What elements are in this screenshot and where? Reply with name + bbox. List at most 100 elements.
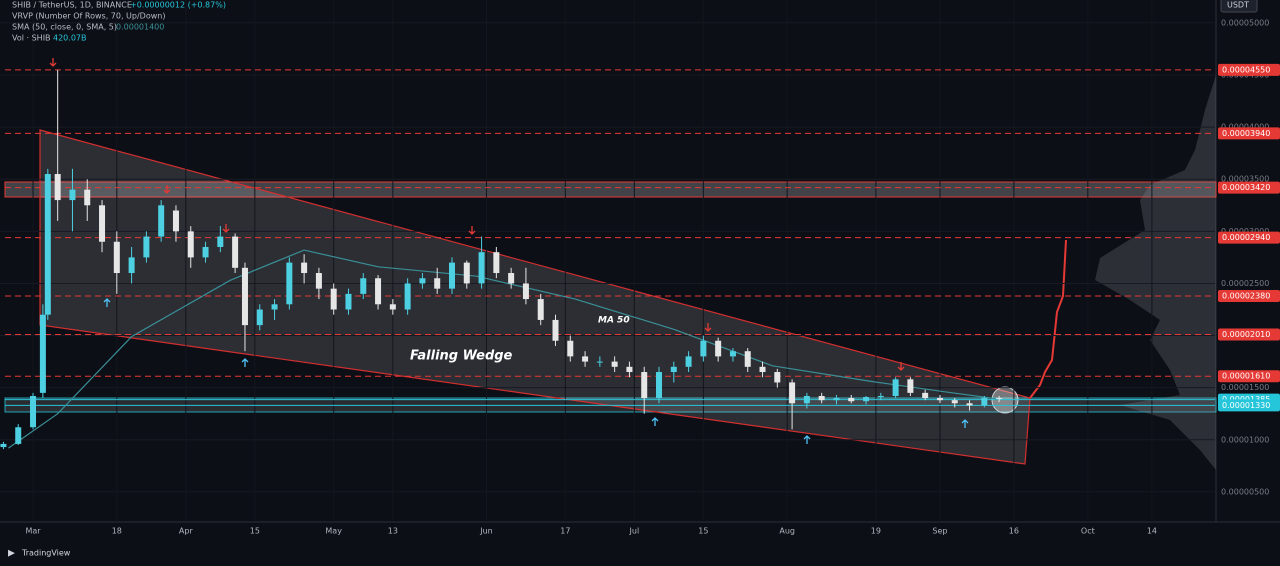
x-tick-label: 15 bbox=[698, 527, 708, 536]
level-line-label: 0.00003940 bbox=[1222, 129, 1270, 138]
candle-body bbox=[877, 395, 884, 398]
candle-body bbox=[202, 246, 209, 258]
candle-body bbox=[404, 283, 411, 310]
candle-body bbox=[774, 372, 781, 383]
candle-body bbox=[232, 236, 239, 268]
candle-body bbox=[30, 395, 37, 428]
falling-wedge bbox=[39, 129, 1031, 465]
candle-body bbox=[128, 257, 135, 274]
candle-body bbox=[922, 392, 929, 399]
candle-body bbox=[744, 351, 751, 367]
arrow-down bbox=[49, 58, 57, 67]
candle-body bbox=[789, 382, 796, 404]
candle-body bbox=[478, 252, 485, 284]
candle-body bbox=[39, 314, 46, 393]
sma: SMA (50, close, 0, SMA, 5) bbox=[12, 23, 117, 32]
candle-body bbox=[187, 231, 194, 258]
x-tick-label: 15 bbox=[250, 527, 260, 536]
candle-body bbox=[44, 174, 51, 315]
level-line-label: 0.00001610 bbox=[1222, 372, 1270, 381]
candle-body bbox=[217, 236, 224, 247]
candle-body bbox=[375, 278, 382, 305]
x-tick-label: Mar bbox=[25, 527, 41, 536]
candle-body bbox=[143, 236, 150, 258]
candle-body bbox=[863, 397, 870, 402]
candle-body bbox=[892, 379, 899, 396]
projection-path bbox=[1029, 239, 1067, 399]
volume-profile bbox=[1095, 75, 1216, 470]
y-tick-label: 0.00003000 bbox=[1221, 227, 1269, 236]
plot bbox=[0, 22, 1215, 493]
currency: USDT bbox=[1227, 1, 1249, 10]
x-tick-label: Jul bbox=[629, 527, 640, 536]
level-line-label-box bbox=[1218, 231, 1280, 244]
candle-body bbox=[463, 262, 470, 284]
x-tick-label: Jun bbox=[479, 527, 493, 536]
x-tick-label: Apr bbox=[179, 527, 194, 536]
y-tick-label: 0.00001000 bbox=[1221, 435, 1269, 444]
x-tick-label: 17 bbox=[560, 527, 570, 536]
candle-body bbox=[99, 205, 106, 242]
candle-body bbox=[172, 210, 179, 232]
candle-body bbox=[508, 273, 515, 284]
candle-body bbox=[360, 278, 367, 294]
candle-body bbox=[345, 293, 352, 310]
candle-body bbox=[951, 400, 958, 404]
arrow-up bbox=[803, 435, 811, 444]
arrow-up bbox=[651, 417, 659, 426]
candle-body bbox=[582, 356, 589, 362]
sma-value: 0.00001400 bbox=[116, 23, 164, 32]
x-tick-label: May bbox=[325, 527, 342, 536]
candle-body bbox=[15, 427, 22, 444]
change: +0.00000012 (+0.87%) bbox=[130, 1, 226, 10]
x-tick-label: 18 bbox=[112, 527, 122, 536]
candle-body bbox=[537, 299, 544, 320]
level-line-label-box bbox=[1218, 181, 1280, 194]
vol: Vol · SHIB bbox=[12, 34, 51, 43]
candle-body bbox=[84, 189, 91, 206]
level-line-label-box bbox=[1218, 127, 1280, 140]
candle-body bbox=[611, 361, 618, 367]
arrow-down bbox=[704, 323, 712, 332]
candle-body bbox=[434, 278, 441, 289]
level-line-label: 0.00003420 bbox=[1222, 183, 1270, 192]
brand: TradingView bbox=[21, 549, 71, 558]
candle-body bbox=[552, 319, 559, 341]
candle-body bbox=[907, 379, 914, 393]
level-line-label: 0.00004550 bbox=[1222, 65, 1270, 74]
arrow-up bbox=[961, 419, 969, 428]
x-tick-label: Sep bbox=[932, 527, 947, 536]
candle-body bbox=[330, 288, 337, 310]
candle-body bbox=[996, 398, 1003, 400]
price-line-label-box bbox=[1218, 399, 1280, 412]
candle-body bbox=[493, 252, 500, 274]
candle-body bbox=[389, 304, 396, 310]
x-tick-label: 19 bbox=[871, 527, 881, 536]
candle-body bbox=[966, 403, 973, 406]
level-line-label: 0.00002010 bbox=[1222, 330, 1270, 339]
symbol: SHIB / TetherUS, 1D, BINANCE bbox=[12, 1, 132, 10]
vol-value: 420.07B bbox=[53, 34, 86, 43]
level-line-label: 0.00002940 bbox=[1222, 233, 1270, 242]
candle-body bbox=[715, 340, 722, 357]
arrow-down bbox=[222, 224, 230, 233]
currency-box bbox=[1220, 0, 1258, 13]
candle-body bbox=[522, 283, 529, 300]
price-line-label: 0.00001330 bbox=[1222, 401, 1270, 410]
y-tick-label: 0.00005000 bbox=[1221, 18, 1269, 27]
candle-body bbox=[700, 340, 707, 357]
arrow-down bbox=[897, 362, 905, 371]
arrow-up bbox=[103, 298, 111, 307]
ma-label: MA 50 bbox=[598, 316, 630, 326]
candle-body bbox=[54, 174, 61, 201]
candle-body bbox=[936, 398, 943, 401]
candle-body bbox=[241, 267, 248, 326]
level-line-label-box bbox=[1218, 63, 1280, 76]
arrow-down bbox=[163, 185, 171, 194]
candle-body bbox=[113, 241, 120, 274]
candle-body bbox=[448, 262, 455, 289]
candle-body bbox=[256, 309, 263, 326]
ma-line bbox=[8, 249, 1000, 449]
candle-body bbox=[685, 356, 692, 367]
